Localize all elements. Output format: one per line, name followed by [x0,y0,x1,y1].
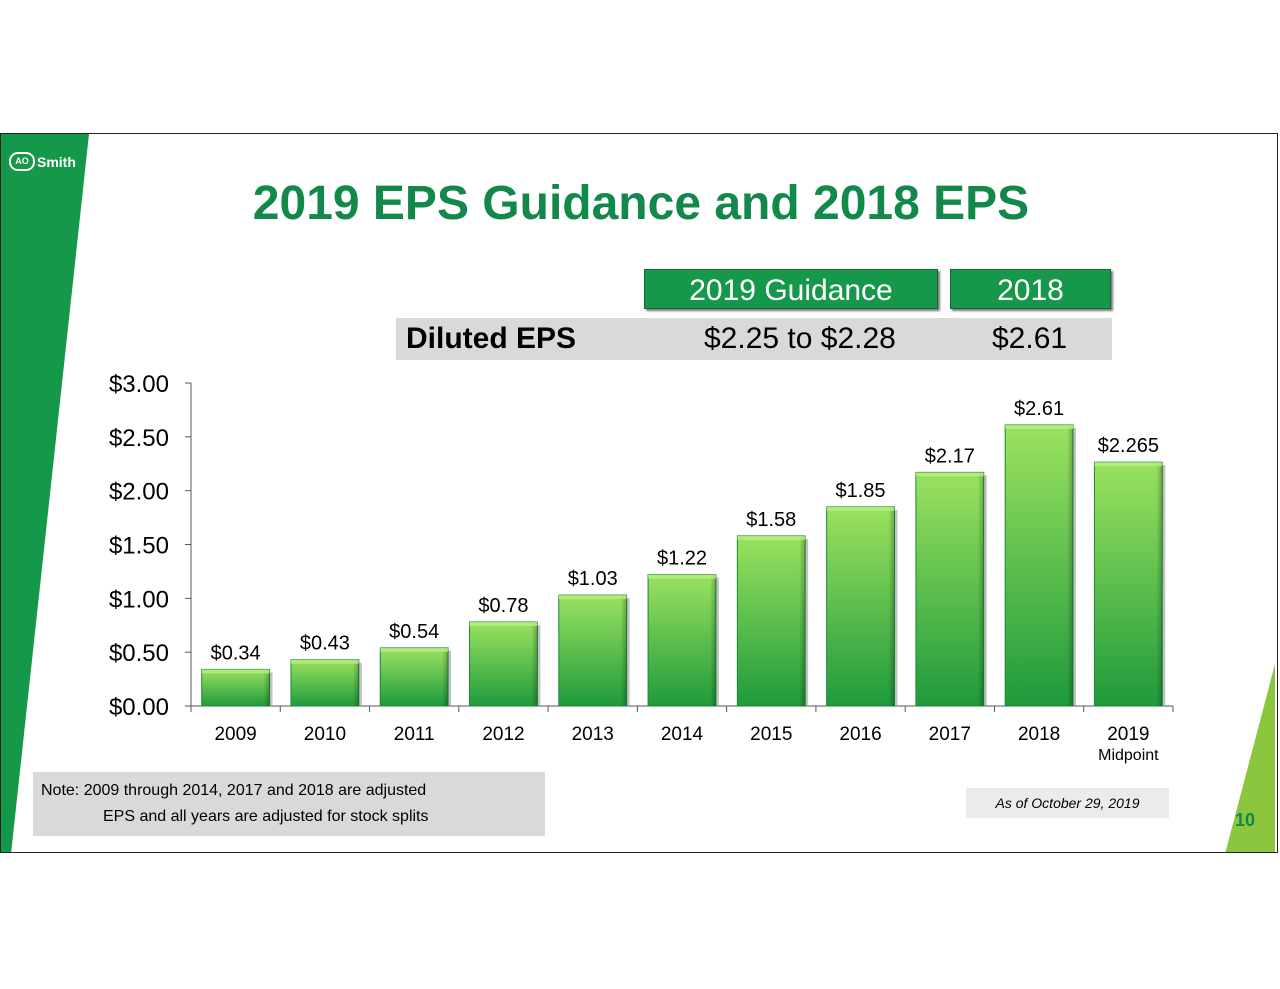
left-green-stripe [1,134,89,852]
data-label: $0.78 [478,595,528,617]
bar-top-highlight [380,647,449,652]
bar-edge [977,472,984,706]
header-2019-guidance: 2019 Guidance [644,269,938,309]
bar [826,506,895,707]
bar-edge [442,647,449,706]
bar-edge [263,669,270,706]
bar-top-highlight [915,472,984,477]
y-tick-label: $2.00 [109,479,169,506]
bar [1004,424,1074,707]
bar-edge [888,506,895,706]
x-tick-sublabel: Midpoint [1098,747,1159,764]
bar [201,668,271,707]
data-label: $2.61 [1014,398,1064,420]
data-label: $2.17 [925,445,975,467]
header-2018: 2018 [950,269,1111,309]
bar-edge [1067,424,1074,706]
x-tick-label: 2013 [572,724,614,745]
y-tick-label: $0.50 [109,640,169,667]
logo-mark: AO [9,152,35,171]
note-line-1: Note: 2009 through 2014, 2017 and 2018 a… [41,782,427,799]
x-tick-label: 2016 [839,724,881,745]
bar-top-highlight [290,659,359,664]
eps-2018-value: $2.61 [992,322,1068,355]
bar-top-highlight [737,535,806,540]
bar-edge [1156,462,1163,706]
diluted-eps-label: Diluted EPS [406,322,577,355]
bar-top-highlight [201,669,270,674]
diluted-eps-row: Diluted EPS $2.25 to $2.28 $2.61 [396,318,1112,360]
bar-top-highlight [558,595,627,600]
bar [379,647,449,707]
company-logo: AO Smith [9,152,76,171]
slide: AO Smith 2019 EPS Guidance and 2018 EPS … [0,133,1278,853]
bar [558,594,628,707]
bar-top-highlight [648,574,716,579]
x-tick-label: 2011 [394,724,435,745]
as-of-date: As of October 29, 2019 [966,788,1169,818]
data-label: $1.58 [746,509,796,531]
y-tick-label: $1.00 [109,586,169,613]
y-tick-label: $2.50 [109,425,169,452]
bar-edge [352,659,359,706]
bar-edge [799,535,806,706]
x-tick-label: 2012 [482,724,524,745]
x-tick-label: 2017 [929,724,971,745]
bar-edge [620,595,627,706]
bar [736,535,806,707]
bar [647,574,717,707]
bar [1093,461,1163,707]
guidance-value: $2.25 to $2.28 [704,322,896,355]
eps-bar-chart: $0.00 $0.50 $1.00 $1.50 $2.00 $2.50 $3.00 $0.34… [109,371,1174,764]
bar-top-highlight [469,622,538,627]
page-title: 2019 EPS Guidance and 2018 EPS [252,177,1030,230]
note-box: Note: 2009 through 2014, 2017 and 2018 a… [33,772,545,836]
x-tick-label: 2019 [1107,724,1149,745]
bar [915,471,985,707]
page-number: 10 [1234,810,1256,830]
data-label: $0.34 [211,642,261,664]
data-label: $1.03 [568,568,618,590]
x-tick-label: 2009 [214,724,256,745]
data-label: $1.85 [836,480,886,502]
data-label: $1.22 [657,548,707,570]
x-tick-label: 2015 [750,724,792,745]
x-tick-label: 2010 [304,724,346,745]
bar-edge [709,574,716,706]
bar-top-highlight [1005,424,1074,429]
bar-top-highlight [826,506,895,511]
data-label: $0.54 [389,621,439,643]
right-green-stripe [1225,664,1275,852]
x-tick-label: 2014 [661,724,704,745]
y-tick-label: $1.50 [109,533,169,560]
bar-edge [531,622,538,706]
data-label: $0.43 [300,633,350,655]
logo-text: Smith [37,153,76,170]
note-line-2: EPS and all years are adjusted for stock… [103,808,429,825]
bar-top-highlight [1094,462,1163,467]
bar [290,659,360,707]
y-tick-label: $3.00 [109,371,169,398]
data-label: $2.265 [1098,435,1159,457]
x-tick-label: 2018 [1018,724,1060,745]
bar [469,621,538,707]
y-tick-label: $0.00 [109,694,169,721]
